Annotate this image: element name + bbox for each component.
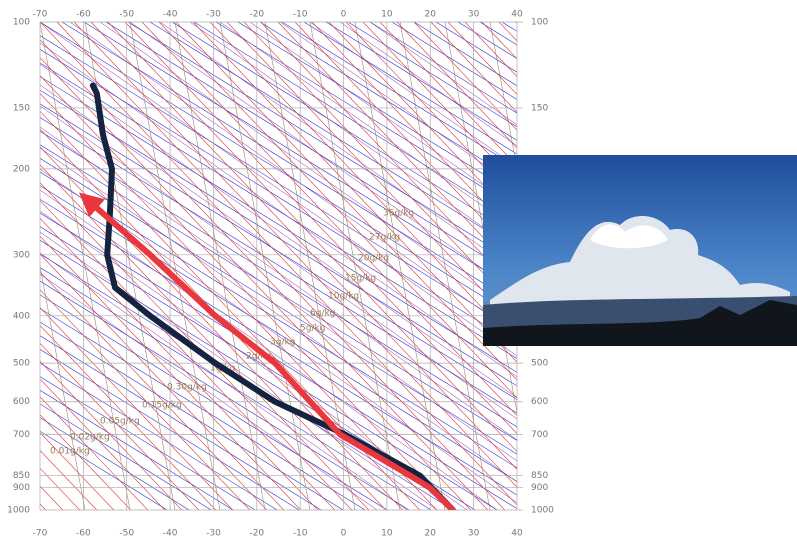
- moist-adiabat: [0, 22, 81, 539]
- moist-adiabat: [0, 22, 30, 539]
- mixing-ratio-label: 15g/kg: [345, 274, 376, 284]
- y-tick-label-right: 150: [531, 103, 548, 113]
- x-tick-label-bottom: -70: [33, 529, 48, 539]
- y-tick-label-right: 100: [531, 18, 548, 28]
- x-tick-label-bottom: -60: [76, 529, 91, 539]
- y-tick-label-left: 500: [13, 359, 30, 369]
- y-tick-label-left: 850: [13, 471, 30, 481]
- x-tick-label-bottom: -30: [206, 529, 221, 539]
- moist-adiabat: [0, 22, 489, 539]
- x-tick-label-top: -50: [119, 10, 134, 20]
- x-tick-label-top: -40: [163, 10, 178, 20]
- mixing-ratio-label: 0.15g/kg: [142, 401, 182, 411]
- x-tick-label-top: 30: [468, 10, 480, 20]
- dry-adiabat: [0, 22, 180, 518]
- skew-t-page: -70 -70 -60 -60 -50 -50 -40 -40 -30 -30 -20 -20 -10 -…: [0, 0, 797, 539]
- cloud-photo: [483, 155, 797, 346]
- mixing-ratio-label: 27g/kg: [369, 233, 400, 243]
- mixing-ratio-label: 36g/kg: [383, 209, 414, 219]
- y-tick-label-right: 700: [531, 430, 548, 440]
- y-tick-label-right: 1000: [531, 506, 554, 516]
- mixing-ratio-label: 0.30g/kg: [167, 383, 207, 393]
- y-tick-label-left: 400: [13, 311, 30, 321]
- x-tick-label-top: -30: [206, 10, 221, 20]
- y-tick-label-left: 150: [13, 103, 30, 113]
- x-tick-label-bottom: 30: [468, 529, 480, 539]
- mixing-ratio-label: 0.02g/kg: [70, 433, 110, 443]
- moist-adiabat: [0, 22, 183, 539]
- y-tick-label-right: 900: [531, 483, 548, 493]
- moist-adiabat: [57, 22, 557, 539]
- y-tick-label-left: 300: [13, 250, 30, 260]
- x-tick-label-top: -70: [33, 10, 48, 20]
- mixing-ratio-label: 20g/kg: [358, 254, 389, 264]
- x-tick-label-top: -20: [249, 10, 264, 20]
- y-tick-label-left: 700: [13, 430, 30, 440]
- y-tick-label-left: 100: [13, 18, 30, 28]
- skew-line: [0, 22, 380, 512]
- y-tick-label-left: 600: [13, 397, 30, 407]
- mixing-ratio-label: 6g/kg: [310, 309, 335, 319]
- x-tick-label-top: 20: [425, 10, 437, 20]
- y-tick-label-left: 200: [13, 164, 30, 174]
- moist-adiabat: [0, 22, 472, 539]
- dry-adiabat: [0, 22, 202, 518]
- x-tick-label-bottom: 20: [425, 529, 437, 539]
- mixing-ratio-label: 3g/kg: [270, 338, 295, 348]
- x-tick-label-bottom: 40: [511, 529, 523, 539]
- x-tick-label-top: -60: [76, 10, 91, 20]
- y-tick-label-right: 500: [531, 359, 548, 369]
- mixing-ratio-label: 5g/kg: [300, 324, 325, 334]
- mixing-ratio-label: 10g/kg: [328, 292, 359, 302]
- x-tick-label-top: -10: [293, 10, 308, 20]
- x-tick-label-bottom: 10: [381, 529, 393, 539]
- y-tick-label-left: 1000: [7, 506, 30, 516]
- x-tick-label-bottom: -40: [163, 529, 178, 539]
- x-tick-label-bottom: -20: [249, 529, 264, 539]
- x-tick-label-bottom: -50: [119, 529, 134, 539]
- isotherm: [175, 22, 265, 510]
- dry-adiabat: [0, 22, 312, 518]
- x-tick-label-bottom: 0: [341, 529, 347, 539]
- x-tick-label-bottom: -10: [293, 529, 308, 539]
- x-tick-label-top: 40: [511, 10, 523, 20]
- y-tick-label-right: 850: [531, 471, 548, 481]
- mixing-ratio-label: 0.05g/kg: [100, 417, 140, 427]
- x-tick-label-top: 0: [341, 10, 347, 20]
- labels: -70 -70 -60 -60 -50 -50 -40 -40 -30 -30 -20 -20 -10 -…: [7, 10, 554, 539]
- mixing-ratio-label: 0.01g/kg: [50, 447, 90, 457]
- curves: [88, 86, 453, 510]
- dry-adiabat: [0, 22, 356, 518]
- y-tick-label-right: 600: [531, 397, 548, 407]
- dry-adiabat: [0, 22, 444, 518]
- y-tick-label-left: 900: [13, 483, 30, 493]
- x-tick-label-top: 10: [381, 10, 393, 20]
